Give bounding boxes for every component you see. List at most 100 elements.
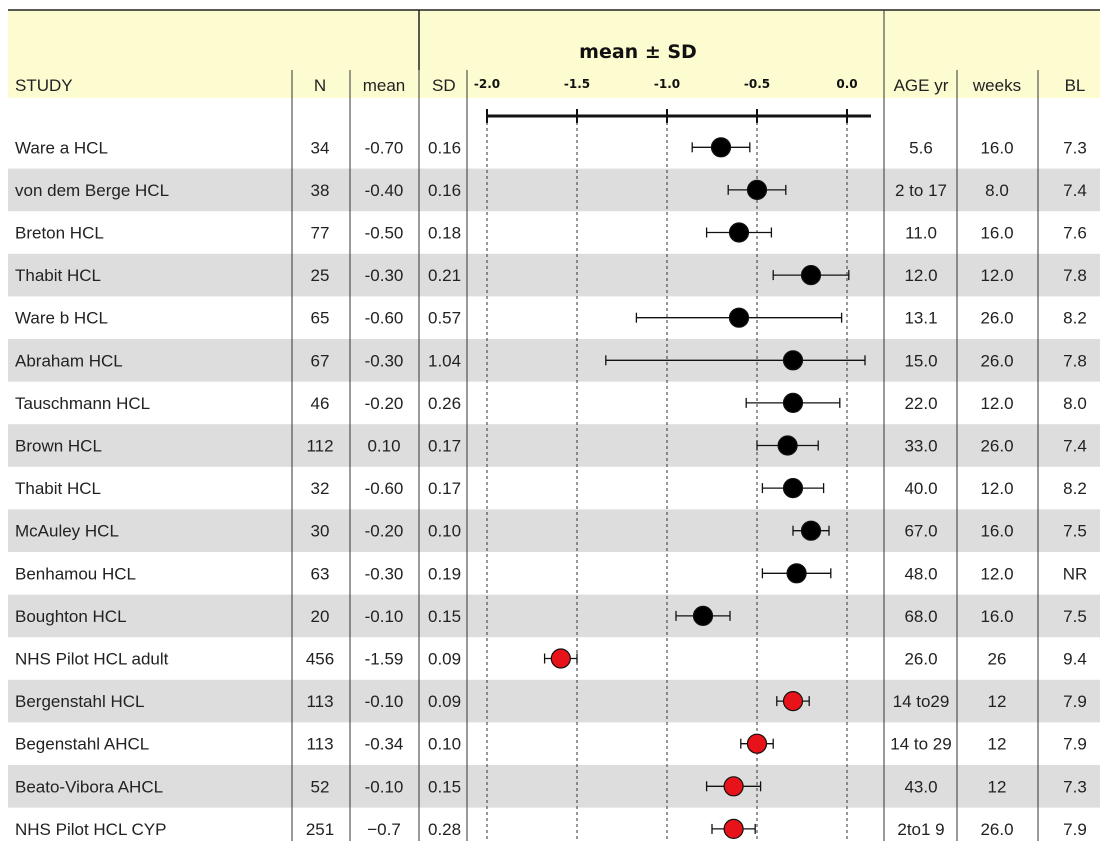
cell-mean: -0.70 bbox=[365, 138, 404, 157]
cell-mean: -0.30 bbox=[365, 564, 404, 583]
cell-mean: -1.59 bbox=[365, 650, 404, 669]
cell-study: Beato-Vibora AHCL bbox=[15, 777, 163, 796]
cell-study: Begenstahl AHCL bbox=[15, 735, 149, 754]
cell-mean: -0.34 bbox=[365, 735, 404, 754]
mean-point bbox=[723, 818, 744, 840]
cell-age: 5.6 bbox=[909, 138, 933, 157]
header-bl: BL bbox=[1065, 76, 1086, 95]
cell-age: 12.0 bbox=[904, 266, 937, 285]
cell-bl: 7.6 bbox=[1063, 224, 1087, 243]
cell-weeks: 12.0 bbox=[980, 266, 1013, 285]
cell-bl: 7.8 bbox=[1063, 351, 1087, 370]
cell-mean: -0.20 bbox=[365, 394, 404, 413]
cell-weeks: 12 bbox=[988, 777, 1007, 796]
mean-point bbox=[782, 392, 804, 413]
cell-sd: 0.10 bbox=[428, 522, 461, 541]
cell-n: 20 bbox=[311, 607, 330, 626]
cell-mean: -0.60 bbox=[365, 309, 404, 328]
cell-weeks: 26.0 bbox=[980, 351, 1013, 370]
header-age: AGE yr bbox=[894, 76, 949, 95]
cell-sd: 0.16 bbox=[428, 181, 461, 200]
row-stripe bbox=[8, 594, 1100, 638]
cell-sd: 1.04 bbox=[428, 351, 461, 370]
header-study: STUDY bbox=[15, 76, 73, 95]
header-n: N bbox=[314, 76, 326, 95]
cell-weeks: 8.0 bbox=[985, 181, 1009, 200]
row-stripe bbox=[8, 765, 1100, 808]
cell-n: 46 bbox=[311, 394, 330, 413]
cell-bl: 7.8 bbox=[1063, 266, 1087, 285]
mean-point bbox=[786, 563, 807, 584]
cell-n: 65 bbox=[311, 309, 330, 328]
cell-weeks: 26.0 bbox=[980, 309, 1013, 328]
header-weeks: weeks bbox=[972, 76, 1021, 95]
cell-n: 32 bbox=[311, 479, 330, 498]
cell-study: NHS Pilot HCL CYP bbox=[15, 820, 166, 839]
cell-sd: 0.19 bbox=[428, 564, 461, 583]
cell-mean: -0.30 bbox=[365, 351, 404, 370]
cell-bl: 7.9 bbox=[1063, 735, 1087, 754]
cell-sd: 0.16 bbox=[428, 138, 461, 157]
cell-study: Bergenstahl HCL bbox=[15, 692, 144, 711]
cell-age: 22.0 bbox=[904, 394, 937, 413]
cell-n: 52 bbox=[311, 777, 330, 796]
cell-weeks: 12 bbox=[988, 735, 1007, 754]
cell-age: 43.0 bbox=[904, 777, 937, 796]
mean-point bbox=[728, 222, 750, 243]
cell-weeks: 12.0 bbox=[980, 564, 1013, 583]
row-stripe bbox=[8, 424, 1100, 467]
cell-bl: 7.4 bbox=[1063, 437, 1087, 456]
cell-n: 63 bbox=[311, 564, 330, 583]
cell-age: 33.0 bbox=[904, 437, 937, 456]
cell-study: Brown HCL bbox=[15, 437, 102, 456]
mean-point bbox=[777, 435, 798, 456]
cell-sd: 0.15 bbox=[428, 777, 461, 796]
cell-age: 40.0 bbox=[904, 479, 937, 498]
cell-n: 67 bbox=[311, 351, 330, 370]
mean-point bbox=[782, 350, 804, 371]
cell-mean: -0.10 bbox=[365, 607, 404, 626]
cell-study: Ware a HCL bbox=[15, 138, 108, 157]
row-stripe bbox=[8, 253, 1100, 297]
cell-study: Thabit HCL bbox=[15, 479, 101, 498]
cell-study: Ware b HCL bbox=[15, 309, 108, 328]
cell-sd: 0.28 bbox=[428, 820, 461, 839]
cell-mean: 0.10 bbox=[367, 437, 400, 456]
cell-bl: 7.5 bbox=[1063, 522, 1087, 541]
mean-point bbox=[723, 776, 744, 797]
header-sd: SD bbox=[432, 76, 456, 95]
cell-age: 68.0 bbox=[904, 607, 937, 626]
x-tick-label: -2.0 bbox=[474, 77, 500, 91]
cell-bl: 9.4 bbox=[1063, 650, 1087, 669]
cell-weeks: 26 bbox=[988, 650, 1007, 669]
cell-study: Benhamou HCL bbox=[15, 564, 136, 583]
chart-title: mean ± SD bbox=[579, 41, 697, 63]
cell-bl: 8.2 bbox=[1063, 479, 1087, 498]
row-stripe bbox=[8, 509, 1100, 552]
cell-age: 67.0 bbox=[904, 522, 937, 541]
mean-point bbox=[692, 605, 714, 627]
header-background bbox=[8, 10, 1100, 98]
cell-age: 15.0 bbox=[904, 351, 937, 370]
cell-age: 13.1 bbox=[904, 309, 937, 328]
cell-n: 38 bbox=[311, 181, 330, 200]
cell-weeks: 16.0 bbox=[980, 138, 1013, 157]
cell-sd: 0.15 bbox=[428, 607, 461, 626]
x-tick-label: -1.5 bbox=[564, 77, 590, 91]
cell-study: Breton HCL bbox=[15, 224, 104, 243]
cell-weeks: 12.0 bbox=[980, 479, 1013, 498]
cell-sd: 0.17 bbox=[428, 479, 461, 498]
row-stripe bbox=[8, 168, 1100, 212]
cell-n: 112 bbox=[306, 437, 333, 456]
cell-age: 14 to29 bbox=[893, 692, 950, 711]
cell-age: 48.0 bbox=[904, 564, 937, 583]
cell-sd: 0.09 bbox=[428, 650, 461, 669]
mean-point bbox=[728, 307, 750, 328]
cell-mean: -0.50 bbox=[365, 224, 404, 243]
x-tick-label: -0.5 bbox=[744, 77, 770, 91]
mean-point bbox=[800, 520, 822, 541]
cell-mean: -0.40 bbox=[365, 181, 404, 200]
mean-point bbox=[782, 690, 804, 712]
